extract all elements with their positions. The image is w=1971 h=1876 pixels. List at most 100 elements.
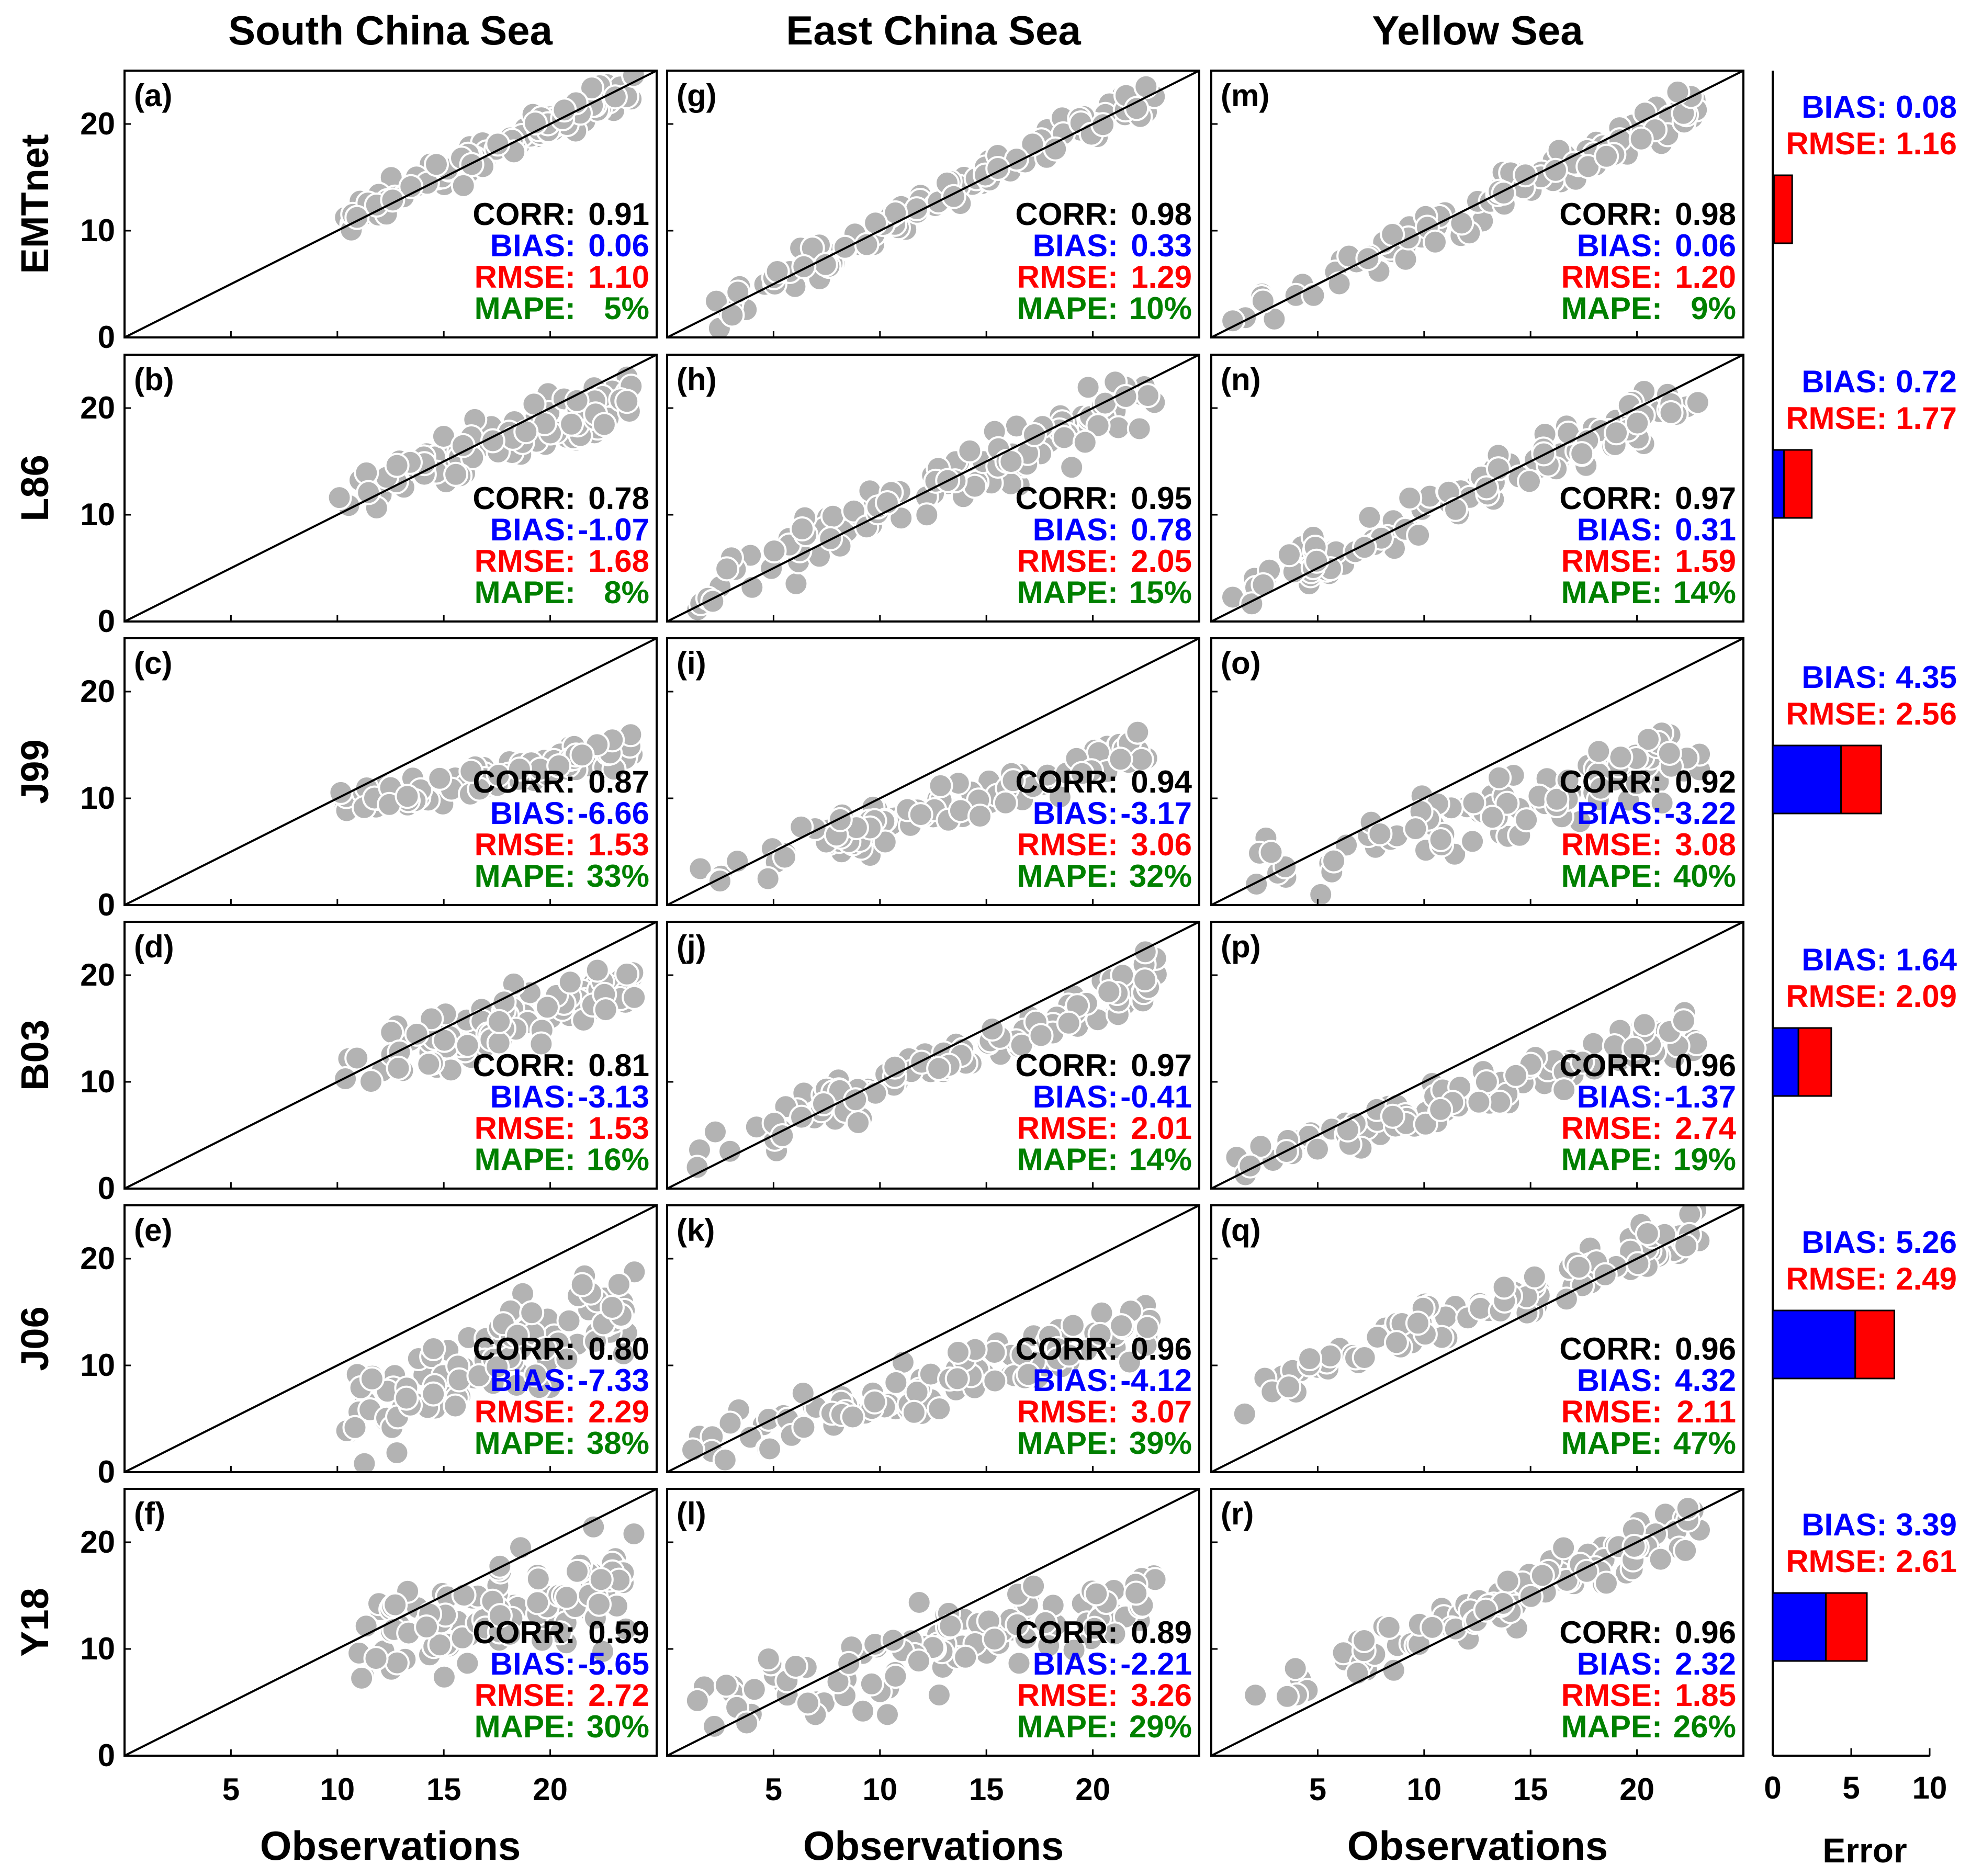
scatter-point — [1282, 1656, 1308, 1681]
scatter-point — [421, 1381, 446, 1407]
metric-bias-value: 4.32 — [1675, 1363, 1736, 1398]
bias-bar — [1772, 744, 1842, 815]
scatter-point — [688, 856, 713, 882]
metric-bias-label: BIAS: — [1033, 1646, 1118, 1681]
scatter-point — [1021, 1573, 1046, 1599]
metric-corr-value: 0.96 — [1675, 1331, 1736, 1366]
scatter-point — [382, 1592, 408, 1618]
panel-label: (d) — [134, 929, 174, 964]
axes-frame — [1210, 354, 1744, 623]
metric-rmse-label: RMSE: — [475, 544, 576, 579]
scatter-point — [384, 1440, 410, 1465]
scatter-point — [820, 503, 846, 529]
scatter-point — [700, 589, 726, 614]
axes-frame — [666, 637, 1200, 906]
metric-corr-value: 0.89 — [1131, 1615, 1192, 1650]
scatter-point — [393, 1385, 419, 1411]
scatter-point — [525, 1566, 551, 1592]
scatter-point — [523, 1362, 548, 1388]
scatter-point — [1423, 229, 1448, 255]
scatter-point — [485, 131, 511, 157]
panel-label: (f) — [134, 1496, 165, 1531]
y-tick-label: 0 — [98, 1171, 115, 1206]
axes-frame — [123, 1488, 658, 1757]
scatter-point — [508, 1535, 533, 1561]
metric-bias-value: 0.78 — [1131, 512, 1192, 547]
one-to-one-line — [1211, 921, 1744, 1190]
metric-corr-value: 0.78 — [588, 481, 649, 516]
bar-x-tick-label: 10 — [1912, 1770, 1947, 1805]
x-tick-label: 10 — [862, 1772, 897, 1807]
row-labels: EMTnet L86 J99 B03 J06 Y18 — [13, 134, 57, 1656]
scatter-point — [926, 1056, 952, 1081]
scatter-point — [827, 807, 853, 832]
metric-bias-value: -4.12 — [1120, 1363, 1192, 1398]
scatter-points — [1232, 1205, 1712, 1427]
scatter-point — [764, 259, 790, 284]
metric-corr-value: 0.97 — [1131, 1048, 1192, 1083]
scatter-point — [927, 1396, 952, 1421]
metric-rmse-label: RMSE: — [1561, 827, 1662, 862]
scatter-point — [734, 1710, 760, 1736]
scatter-point — [1085, 413, 1111, 438]
scatter-point — [591, 412, 617, 437]
scatter-point — [593, 997, 618, 1023]
metric-rmse-label: RMSE: — [1561, 1111, 1662, 1146]
metric-corr-value: 0.96 — [1131, 1331, 1192, 1366]
axes-frame — [123, 1204, 658, 1473]
metric-bias-value: 0.06 — [588, 228, 649, 263]
scatter-point — [795, 1690, 820, 1716]
metric-mape-label: MAPE: — [1017, 575, 1118, 610]
scatter-points — [685, 369, 1167, 621]
scatter-point — [622, 985, 647, 1010]
metric-corr-value: 0.80 — [588, 1331, 649, 1366]
scatter-point — [1317, 1343, 1343, 1369]
metric-bias-label: BIAS: — [1033, 228, 1118, 263]
x-tick-label: 10 — [1406, 1772, 1441, 1807]
metric-mape-value: 40% — [1673, 858, 1736, 894]
scatter-point — [569, 742, 595, 768]
xlabel-error: Error — [1822, 1831, 1907, 1870]
axes-frame — [1210, 637, 1744, 906]
scatter-point — [1250, 288, 1276, 314]
scatter-point — [741, 1677, 767, 1702]
y-tick-label: 0 — [98, 1454, 115, 1489]
metric-mape-value: 15% — [1129, 575, 1192, 610]
scatter-point — [356, 480, 381, 505]
scatter-point — [1232, 1401, 1257, 1427]
scatter-point — [811, 1091, 836, 1116]
axes-frame — [666, 1488, 1200, 1757]
one-to-one-line — [124, 921, 657, 1190]
panel-label: (p) — [1221, 929, 1261, 964]
panel-label: (n) — [1221, 362, 1261, 397]
axes-frame — [123, 921, 658, 1190]
scatter-point — [530, 1628, 555, 1653]
scatter-point — [1056, 1010, 1082, 1036]
row-label-j99: J99 — [13, 739, 57, 804]
scatter-point — [863, 210, 888, 236]
metric-corr-label: CORR: — [1559, 764, 1662, 799]
scatter-point — [1420, 1614, 1445, 1640]
metric-bias-value: -1.37 — [1664, 1079, 1736, 1114]
xlabel-east-china-sea: Observations — [803, 1823, 1064, 1869]
metric-rmse-value: 1.59 — [1675, 544, 1736, 579]
scatter-point — [1383, 1330, 1409, 1355]
x-tick-label: 20 — [533, 1772, 568, 1807]
scatter-point — [1258, 840, 1284, 865]
metric-corr-label: CORR: — [472, 1331, 576, 1366]
metric-rmse-value: 3.06 — [1131, 827, 1192, 862]
scatter-point — [455, 1651, 480, 1676]
metric-rmse-label: RMSE: — [1017, 544, 1118, 579]
rmse-bar — [1773, 174, 1793, 244]
scatter-point — [581, 1514, 606, 1540]
panel-label: (b) — [134, 362, 174, 397]
one-to-one-line — [1211, 1488, 1744, 1757]
scatter-point — [519, 1300, 545, 1326]
scatter-points — [684, 939, 1169, 1180]
